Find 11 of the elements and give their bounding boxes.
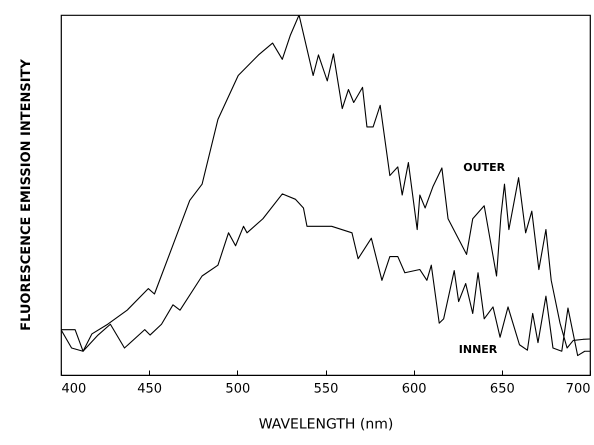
x-tick-label: 500 bbox=[225, 382, 250, 396]
x-tick-label: 650 bbox=[490, 382, 515, 396]
x-tick-label: 700 bbox=[566, 382, 590, 396]
x-tick-label: 400 bbox=[62, 382, 86, 396]
series-label: INNER bbox=[458, 343, 498, 356]
x-axis-title: WAVELENGTH (nm) bbox=[258, 416, 394, 432]
x-tick-label: 600 bbox=[402, 382, 427, 396]
x-tick-label: 450 bbox=[137, 382, 162, 396]
x-tick-label: 550 bbox=[314, 382, 338, 396]
series-label: OUTER bbox=[463, 161, 506, 174]
y-axis-title: FLUORESCENCE EMISSION INTENSITY bbox=[19, 58, 34, 331]
